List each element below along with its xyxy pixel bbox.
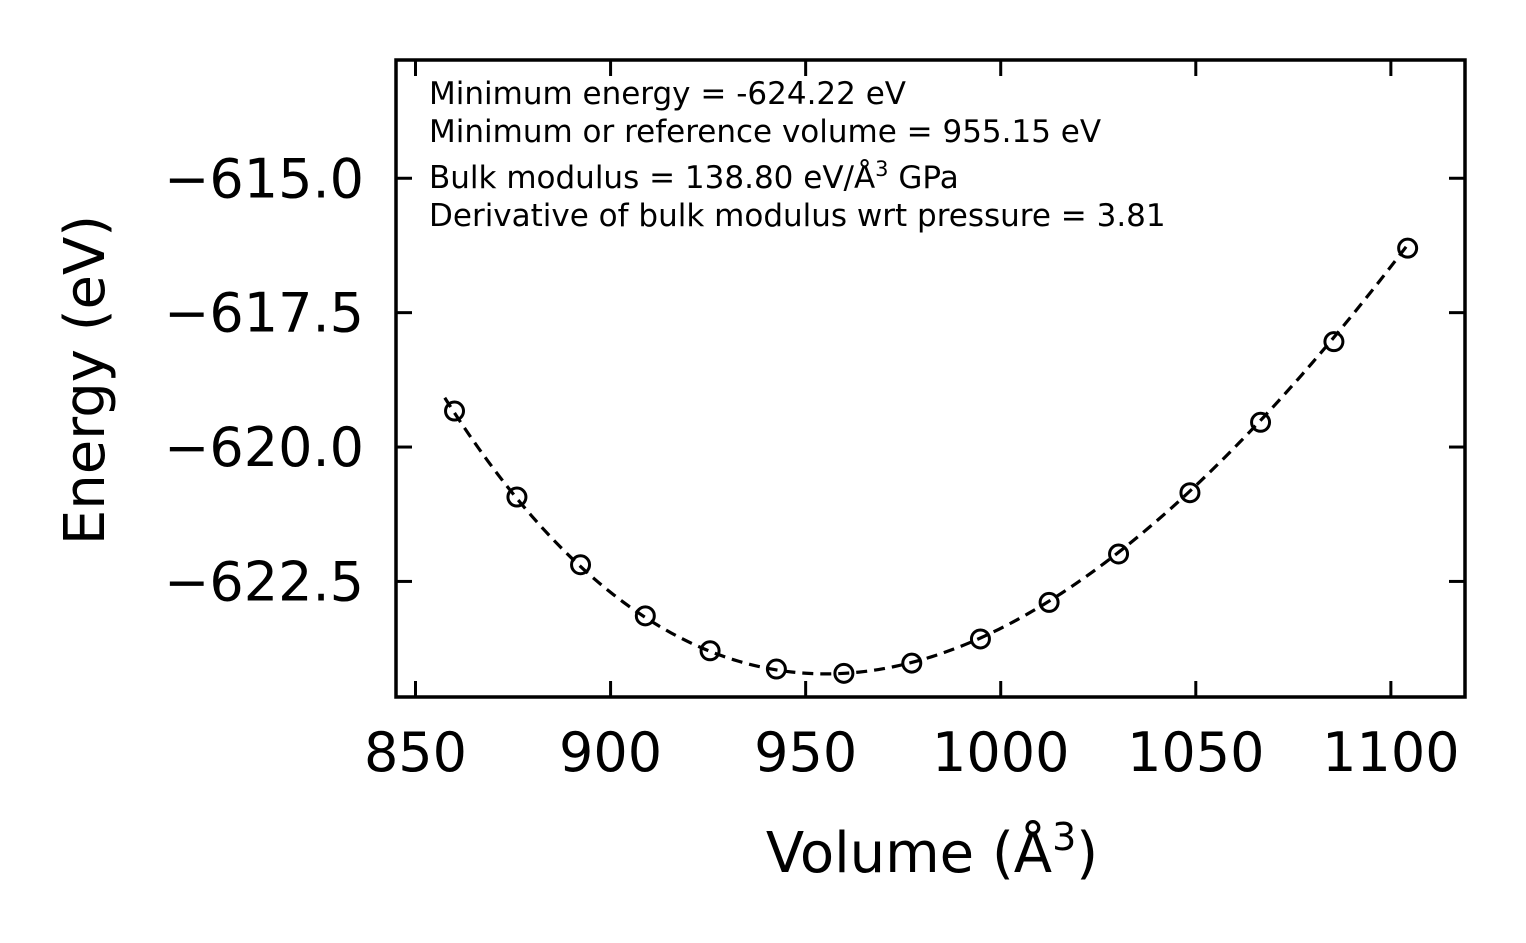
x-tick-label-850: 850 <box>364 721 467 784</box>
data-point-12 <box>1250 411 1272 433</box>
annotation-bulk-modulus-text: Bulk modulus = 138.80 eV/Å <box>429 160 875 196</box>
annotation-box: Minimum energy = -624.22 eV Minimum or r… <box>429 76 1166 234</box>
annotation-minimum-energy: Minimum energy = -624.22 eV <box>429 76 906 112</box>
data-point-4 <box>699 640 721 662</box>
y-tick-label--617.5: −617.5 <box>164 282 364 345</box>
y-tick-label--622.5: −622.5 <box>164 550 364 613</box>
x-tick-label-950: 950 <box>754 721 857 784</box>
data-point-14 <box>1397 237 1419 259</box>
annotation-bulk-modulus-superscript: 3 <box>875 157 888 181</box>
x-tick-label-900: 900 <box>559 721 662 784</box>
data-point-8 <box>969 628 991 650</box>
x-tick-label-1050: 1050 <box>1127 721 1264 784</box>
annotation-bulk-modulus-derivative: Derivative of bulk modulus wrt pressure … <box>429 198 1166 234</box>
data-point-6 <box>833 662 855 684</box>
y-tick-label--620: −620.0 <box>164 416 364 479</box>
x-axis-label: Volume (Å3) <box>766 815 1098 886</box>
y-tick-label--615: −615.0 <box>164 147 364 210</box>
y-axis-label: Energy (eV) <box>53 215 118 545</box>
tick-labels-layer: 850 900 950 1000 1050 1100 −615.0 −617.5 −620.0 −… <box>164 147 1459 784</box>
ticks-layer <box>396 60 1465 697</box>
fit-curve-line <box>443 242 1410 676</box>
data-point-0 <box>444 400 466 422</box>
data-point-10 <box>1108 543 1130 565</box>
x-axis-label-text: Volume (Å <box>766 820 1052 886</box>
data-points-layer <box>444 237 1419 684</box>
plot-frame <box>394 58 1467 699</box>
annotation-reference-volume: Minimum or reference volume = 955.15 eV <box>429 114 1101 150</box>
annotation-bulk-modulus-unit: GPa <box>889 160 959 196</box>
data-point-7 <box>901 652 923 674</box>
x-tick-label-1100: 1100 <box>1322 721 1459 784</box>
x-axis-label-close: ) <box>1076 821 1098 886</box>
x-tick-label-1000: 1000 <box>932 721 1069 784</box>
x-axis-label-superscript: 3 <box>1052 815 1076 859</box>
data-point-5 <box>765 658 787 680</box>
data-point-1 <box>506 486 528 508</box>
data-point-3 <box>634 605 656 627</box>
data-point-13 <box>1323 331 1345 353</box>
data-point-9 <box>1038 591 1060 613</box>
annotation-bulk-modulus: Bulk modulus = 138.80 eV/Å3 GPa <box>429 157 959 196</box>
data-point-2 <box>570 554 592 576</box>
data-point-11 <box>1179 482 1201 504</box>
